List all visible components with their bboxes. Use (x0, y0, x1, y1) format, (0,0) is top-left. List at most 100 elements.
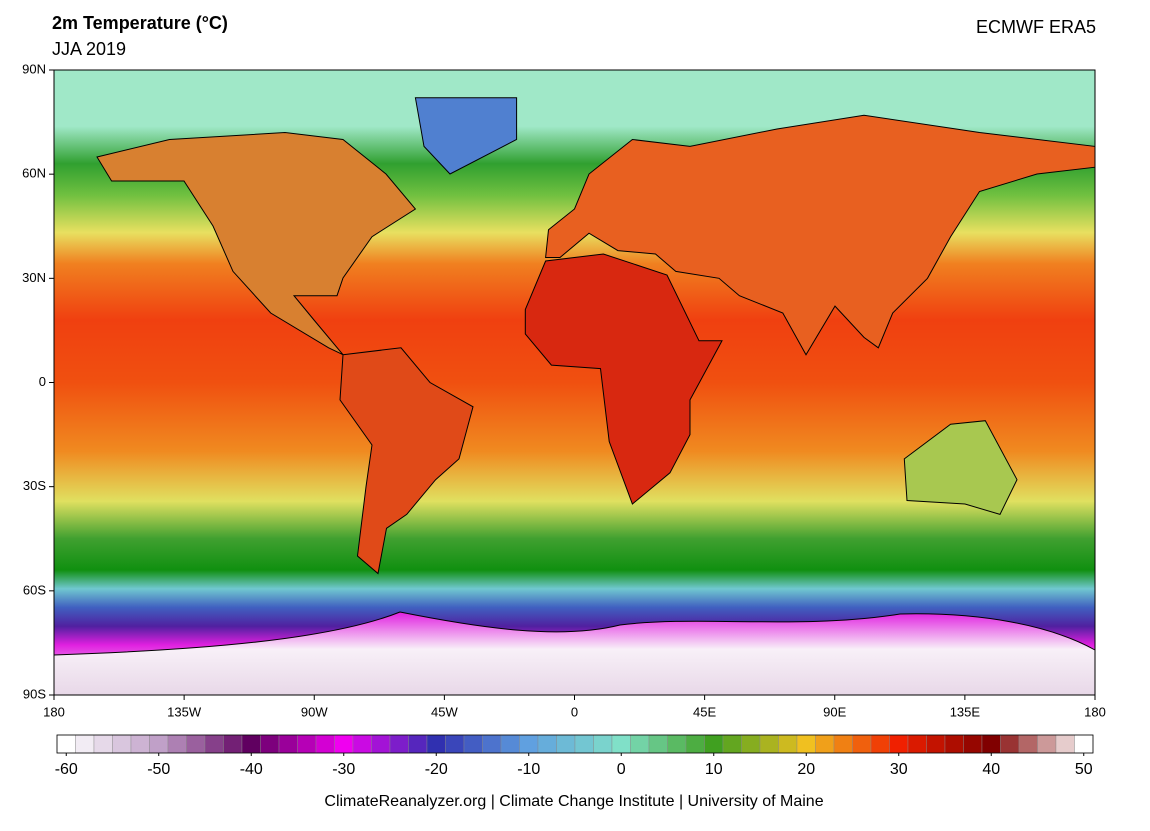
colorbar-box (112, 734, 132, 754)
colorbar-box (204, 734, 224, 754)
colorbar-label: 50 (1075, 761, 1093, 778)
colorbar-label: 10 (705, 761, 723, 778)
colorbar-box (389, 734, 409, 754)
eurasia (545, 114, 1096, 356)
colorbar-label: 30 (890, 761, 908, 778)
lon-label: 90E (823, 704, 846, 719)
colorbar-box (56, 734, 76, 754)
colorbar-box (260, 734, 280, 754)
colorbar-box (334, 734, 354, 754)
colorbar-box (278, 734, 298, 754)
source: ECMWF ERA5 (976, 17, 1096, 37)
colorbar-box (1037, 734, 1057, 754)
colorbar-box (870, 734, 890, 754)
colorbar-box (648, 734, 668, 754)
colorbar-box (704, 734, 724, 754)
north-america (96, 131, 417, 356)
land (53, 97, 1096, 696)
colorbar-box (167, 734, 187, 754)
colorbar-box (93, 734, 113, 754)
colorbar-box (315, 734, 335, 754)
colorbar-label: -20 (425, 761, 448, 778)
colorbar-box (408, 734, 428, 754)
colorbar-box (556, 734, 576, 754)
colorbar-box (75, 734, 95, 754)
colorbar-box (500, 734, 520, 754)
greenland (414, 97, 518, 175)
footer: ClimateReanalyzer.org | Climate Change I… (324, 793, 823, 810)
colorbar-box (611, 734, 631, 754)
south-america (339, 347, 474, 575)
colorbar-box (889, 734, 909, 754)
africa (524, 253, 723, 505)
colorbar-box (963, 734, 983, 754)
colorbar-frame (56, 734, 1094, 754)
colorbar-box (815, 734, 835, 754)
colorbar-box (796, 734, 816, 754)
lon-label: 180 (1084, 704, 1106, 719)
colorbar-box (593, 734, 613, 754)
lon-label: 0 (571, 704, 578, 719)
colorbar-box (482, 734, 502, 754)
colorbar-box (426, 734, 446, 754)
lat-label: 30N (22, 270, 46, 285)
colorbar-box (926, 734, 946, 754)
lat-label: 0 (39, 374, 46, 389)
colorbar-box (1000, 734, 1020, 754)
colorbar-box (519, 734, 539, 754)
colorbar-label: 40 (982, 761, 1000, 778)
colorbar-box (130, 734, 150, 754)
lon-label: 45W (431, 704, 458, 719)
colorbar-box (833, 734, 853, 754)
colorbar-label: 20 (797, 761, 815, 778)
colorbar-box (981, 734, 1001, 754)
colorbar-box (241, 734, 261, 754)
lon-label: 180 (43, 704, 65, 719)
colorbar: -60 -50 -40 -30 -20 -10 0 10 20 30 40 50 (55, 734, 1094, 778)
colorbar-box (223, 734, 243, 754)
colorbar-box (445, 734, 465, 754)
lat-label: 90S (23, 686, 46, 701)
lon-label: 135E (950, 704, 981, 719)
colorbar-box (722, 734, 742, 754)
title: 2m Temperature (°C) (52, 13, 228, 33)
colorbar-box (297, 734, 317, 754)
colorbar-label: -50 (147, 761, 170, 778)
colorbar-box (463, 734, 483, 754)
lat-label: 90N (22, 61, 46, 76)
lat-label: 60N (22, 166, 46, 181)
colorbar-box (1074, 734, 1094, 754)
colorbar-box (907, 734, 927, 754)
colorbar-box (852, 734, 872, 754)
colorbar-label: -10 (517, 761, 540, 778)
colorbar-label: -30 (332, 761, 355, 778)
colorbar-box (667, 734, 687, 754)
colorbar-box (186, 734, 206, 754)
colorbar-label: -40 (240, 761, 263, 778)
colorbar-label: -60 (55, 761, 78, 778)
colorbar-box (574, 734, 594, 754)
lon-label: 45E (693, 704, 716, 719)
lon-label: 90W (301, 704, 328, 719)
colorbar-box (371, 734, 391, 754)
lat-label: 30S (23, 478, 46, 493)
australia (903, 420, 1018, 515)
subtitle: JJA 2019 (52, 39, 126, 59)
colorbar-label: 0 (617, 761, 626, 778)
axes: 90N 60N 30N 0 30S 60S 90S 180 135W 90W 45W 0 45E 90E 1… (22, 61, 1106, 719)
colorbar-box (537, 734, 557, 754)
colorbar-box (1018, 734, 1038, 754)
lat-label: 60S (23, 582, 46, 597)
antarctica (53, 611, 1096, 696)
lon-label: 135W (167, 704, 202, 719)
colorbar-box (759, 734, 779, 754)
colorbar-box (685, 734, 705, 754)
colorbar-box (944, 734, 964, 754)
colorbar-box (1055, 734, 1075, 754)
colorbar-box (352, 734, 372, 754)
colorbar-box (778, 734, 798, 754)
colorbar-box (630, 734, 650, 754)
colorbar-box (741, 734, 761, 754)
